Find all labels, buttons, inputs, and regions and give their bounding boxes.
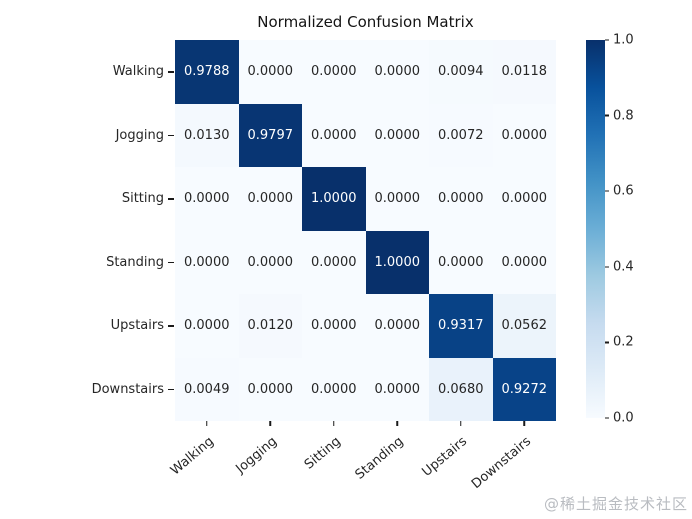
x-tick-label-standing: Standing [352,434,407,483]
heatmap-cell: 0.0000 [302,40,366,104]
colorbar-tick: 1.0 [605,33,634,48]
y-tick-mark [168,231,174,295]
heatmap-grid: 0.9788 0.0000 0.0000 0.0000 0.0094 0.011… [175,40,556,421]
y-tick-mark [168,358,174,422]
heatmap-cell: 0.9317 [429,294,493,358]
x-tick-mark [269,421,271,426]
colorbar-tick-label: 0.6 [613,183,634,199]
heatmap-cell: 0.0000 [365,294,429,358]
watermark-text: @稀土掘金技术社区 [543,495,688,513]
heatmap-cell: 0.0000 [429,167,493,231]
heatmap-cell: 0.9272 [492,357,556,421]
colorbar-tick-label: 1.0 [613,32,634,48]
x-tick-mark [396,421,398,426]
y-tick-label-standing: Standing [106,254,164,270]
heatmap-cell: 0.0562 [492,294,556,358]
colorbar-tick: 0.6 [605,184,634,199]
x-tick-label-downstairs: Downstairs [468,434,534,493]
heatmap-cell: 0.0000 [365,103,429,167]
heatmap-cell: 0.0000 [238,357,302,421]
heatmap-cell: 0.0000 [302,357,366,421]
colorbar-gradient [586,40,605,418]
chart-title: Normalized Confusion Matrix [257,13,474,31]
heatmap-cell: 0.0000 [302,294,366,358]
x-axis-tick-marks [175,421,556,427]
colorbar-tick-mark [605,114,609,117]
colorbar-tick-mark [605,190,609,192]
heatmap-cell: 0.0072 [429,103,493,167]
heatmap-cell: 0.0000 [492,230,556,294]
y-tick-mark [168,40,174,104]
colorbar-tick-label: 0.4 [613,259,634,275]
colorbar-ticks: 1.0 0.8 0.6 0.4 0.2 0.0 [605,33,665,426]
heatmap-cell: 0.0000 [238,40,302,104]
heatmap-cell: 0.0000 [492,167,556,231]
x-tick-label-upstairs: Upstairs [419,434,471,480]
x-axis-labels: Walking Jogging Sitting Standing Upstair… [168,430,556,500]
heatmap-cell: 0.0094 [429,40,493,104]
x-tick-label-jogging: Jogging [233,434,280,477]
y-tick-label-jogging: Jogging [115,127,164,143]
colorbar-tick: 0.0 [605,411,634,426]
y-tick-label-downstairs: Downstairs [91,381,164,397]
x-tick-mark [523,421,525,426]
heatmap-cell: 0.0000 [365,40,429,104]
colorbar-tick-label: 0.0 [613,410,634,426]
heatmap-cell: 0.0120 [238,294,302,358]
heatmap-cell: 0.9797 [238,103,302,167]
y-tick-label-walking: Walking [112,64,164,80]
heatmap-cell: 1.0000 [302,167,366,231]
heatmap-cell: 0.0000 [365,357,429,421]
x-tick-mark [333,421,335,426]
y-tick-label-sitting: Sitting [121,191,164,207]
y-tick-label-upstairs: Upstairs [110,318,164,334]
colorbar-tick: 0.4 [605,259,634,274]
heatmap-cell: 0.0130 [175,103,239,167]
heatmap-cell: 0.0000 [365,167,429,231]
y-axis-labels: Walking Jogging Sitting Standing Upstair… [0,40,164,421]
x-tick-mark [460,421,462,426]
colorbar-tick-mark [605,417,609,419]
colorbar-tick-mark [605,266,609,268]
heatmap-cell: 0.0000 [175,294,239,358]
x-tick-label-sitting: Sitting [301,434,344,473]
y-tick-mark [168,294,174,358]
colorbar-tick-mark [605,341,609,344]
colorbar-tick-label: 0.8 [613,108,634,124]
heatmap-cell: 1.0000 [365,230,429,294]
colorbar-tick: 0.2 [605,335,634,350]
x-tick-label-walking: Walking [167,434,217,479]
heatmap-cell: 0.0118 [492,40,556,104]
colorbar-tick-label: 0.2 [613,334,634,350]
heatmap-cell: 0.9788 [175,40,239,104]
heatmap-cell: 0.0000 [429,230,493,294]
heatmap-cell: 0.0680 [429,357,493,421]
heatmap-cell: 0.0000 [175,167,239,231]
colorbar-tick: 0.8 [605,108,634,123]
heatmap-cell: 0.0000 [238,230,302,294]
heatmap-cell: 0.0049 [175,357,239,421]
y-tick-mark [168,104,174,168]
y-tick-mark [168,167,174,231]
colorbar-tick-mark [605,39,609,41]
heatmap-cell: 0.0000 [492,103,556,167]
heatmap-cell: 0.0000 [175,230,239,294]
y-axis-tick-marks [168,40,174,421]
heatmap-cell: 0.0000 [238,167,302,231]
x-tick-mark [206,421,208,426]
heatmap-cell: 0.0000 [302,103,366,167]
heatmap-cell: 0.0000 [302,230,366,294]
